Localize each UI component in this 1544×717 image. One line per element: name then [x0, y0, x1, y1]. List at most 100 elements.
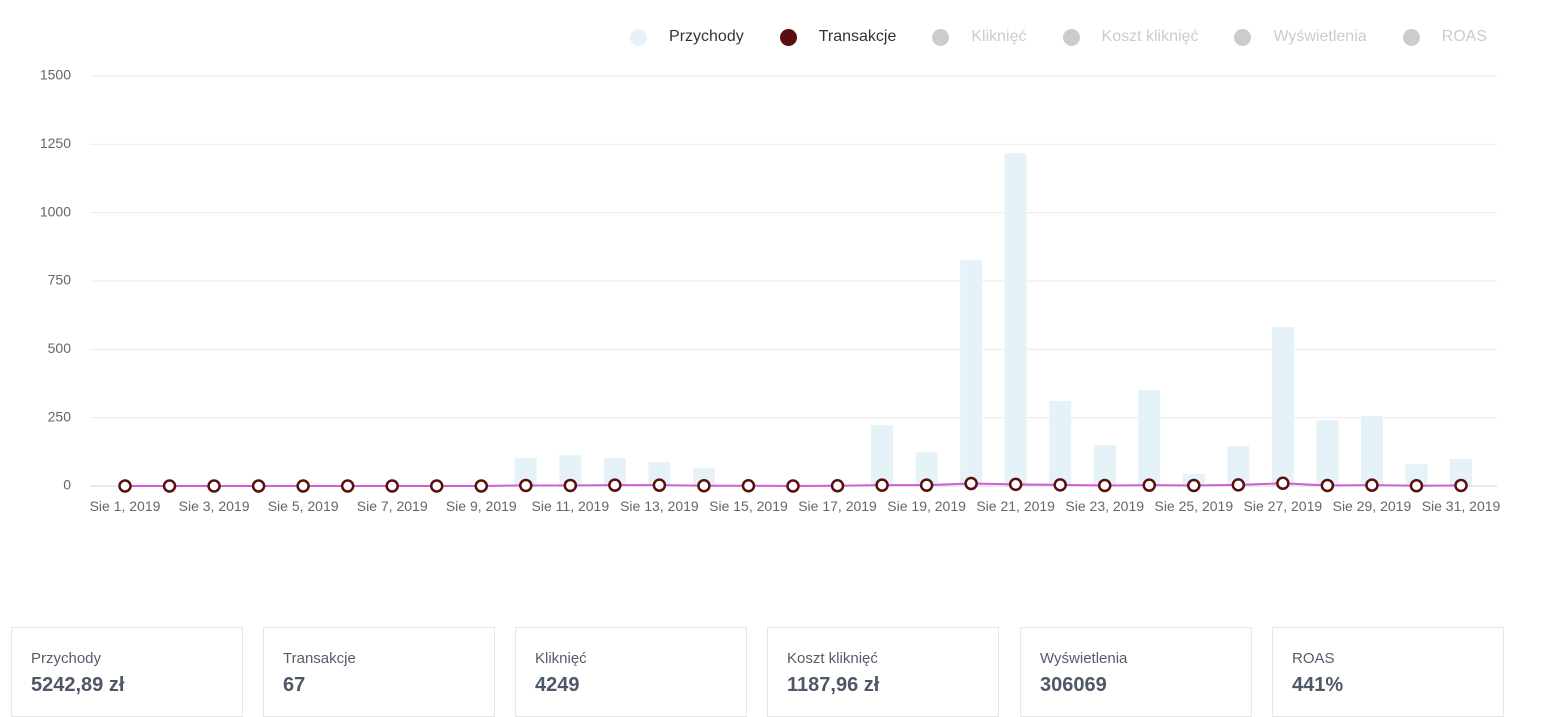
x-tick-label: Sie 29, 2019	[1332, 498, 1412, 514]
x-tick-label: Sie 3, 2019	[178, 498, 250, 514]
legend-label: ROAS	[1441, 28, 1487, 45]
stat-card: Wyświetlenia 306069	[1020, 627, 1252, 717]
stat-label: Wyświetlenia	[1040, 650, 1128, 667]
stat-card: Koszt kliknięć 1187,96 zł	[767, 627, 999, 717]
y-tick-label: 1000	[40, 203, 71, 219]
point	[786, 479, 800, 493]
x-tick-label: Sie 21, 2019	[976, 498, 1055, 514]
x-tick-label: Sie 23, 2019	[1065, 498, 1145, 514]
point	[207, 479, 221, 493]
legend-item[interactable]: Wyświetlenia	[1234, 28, 1367, 46]
bar	[1316, 420, 1339, 486]
point	[608, 478, 622, 492]
stat-card: ROAS 441%	[1272, 627, 1504, 717]
stat-value: 1187,96 zł	[787, 674, 880, 696]
point	[1409, 478, 1424, 493]
point	[830, 478, 845, 493]
bar	[1138, 390, 1161, 486]
stat-value: 5242,89 zł	[31, 674, 125, 696]
point	[697, 478, 711, 493]
legend-marker	[1062, 28, 1080, 46]
point	[741, 478, 756, 493]
stat-label: Koszt kliknięć	[787, 650, 878, 667]
point	[1365, 478, 1379, 492]
legend-marker	[1234, 28, 1252, 46]
bar	[648, 461, 671, 486]
legend-marker	[1402, 28, 1420, 46]
bar	[1360, 416, 1383, 486]
point	[296, 479, 310, 493]
legend-label: Wyświetlenia	[1273, 28, 1367, 45]
x-tick-label: Sie 27, 2019	[1243, 498, 1323, 514]
legend-label: Przychody	[669, 28, 744, 45]
point	[1231, 478, 1246, 492]
legend-item: Przychody	[630, 28, 744, 46]
point	[1454, 478, 1468, 493]
point	[563, 478, 578, 493]
point	[1276, 476, 1290, 491]
bar	[871, 425, 894, 486]
point	[919, 478, 934, 492]
legend-item[interactable]: Koszt kliknięć	[1062, 28, 1199, 46]
x-tick-label: Sie 7, 2019	[356, 498, 428, 514]
y-tick-label: 750	[48, 272, 72, 288]
bar	[915, 452, 938, 486]
y-tick-label: 0	[63, 477, 71, 493]
point	[1320, 478, 1335, 493]
point	[652, 478, 667, 492]
stat-label: Kliknięć	[535, 650, 587, 667]
bar	[1049, 400, 1072, 486]
stat-value: 67	[283, 674, 306, 696]
stat-value: 441%	[1292, 674, 1344, 696]
stat-card: Kliknięć 4249	[515, 627, 747, 717]
bar	[1004, 153, 1027, 486]
point	[875, 478, 889, 492]
point	[1053, 478, 1067, 492]
legend-marker	[630, 28, 648, 46]
legend-label: Transakcje	[818, 28, 897, 45]
y-tick-label: 500	[48, 340, 72, 356]
legend: Przychody Transakcje Kliknięć Koszt kliknię…	[630, 28, 1487, 46]
bar	[559, 455, 582, 486]
legend-item[interactable]: ROAS	[1402, 28, 1487, 46]
point	[251, 479, 266, 493]
x-tick-label: Sie 9, 2019	[445, 498, 517, 514]
point	[340, 479, 355, 493]
y-tick-label: 250	[48, 408, 72, 424]
x-tick-label: Sie 13, 2019	[620, 498, 699, 514]
x-tick-label: Sie 17, 2019	[798, 498, 877, 514]
x-tick-label: Sie 19, 2019	[887, 498, 966, 514]
stat-label: Przychody	[31, 650, 102, 667]
legend-marker	[779, 28, 797, 46]
point	[1097, 478, 1112, 493]
point	[162, 479, 177, 493]
point	[1008, 477, 1023, 492]
y-tick-label: 1250	[40, 135, 71, 151]
x-tick-label: Sie 11, 2019	[531, 498, 610, 514]
bar	[692, 467, 715, 486]
point	[118, 479, 132, 493]
stat-value: 4249	[535, 674, 580, 696]
x-tick-label: Sie 31, 2019	[1421, 498, 1501, 514]
stat-label: ROAS	[1292, 650, 1335, 667]
bar	[603, 458, 626, 486]
point	[385, 479, 399, 493]
legend-label: Koszt kliknięć	[1101, 28, 1199, 45]
stat-card: Transakcje 67	[263, 627, 495, 717]
stat-card: Przychody 5242,89 zł	[11, 627, 243, 717]
bar	[1405, 464, 1428, 486]
legend-item: Transakcje	[779, 28, 897, 46]
bar	[1450, 458, 1472, 486]
point	[474, 479, 489, 493]
bar	[1227, 446, 1250, 486]
point	[429, 479, 444, 493]
legend-marker	[932, 28, 950, 46]
bar	[1093, 445, 1116, 486]
point	[1142, 478, 1157, 492]
legend-item[interactable]: Kliknięć	[932, 28, 1027, 46]
legend-label: Kliknięć	[971, 28, 1027, 45]
point	[1187, 478, 1201, 493]
point	[519, 478, 533, 493]
x-tick-label: Sie 1, 2019	[89, 498, 161, 514]
